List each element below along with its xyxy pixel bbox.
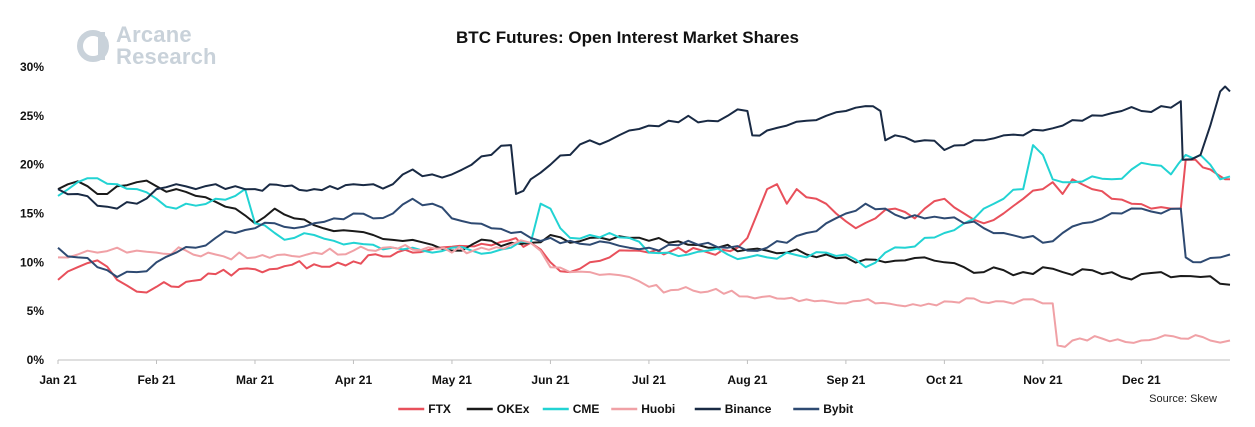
legend-label-okex: OKEx xyxy=(497,402,530,416)
y-tick-label: 20% xyxy=(20,158,44,172)
chart-legend: FTX OKEx CME Huobi Binance Bybit xyxy=(398,402,853,416)
x-tick-label: Feb 21 xyxy=(137,373,175,387)
x-tick-label: Jan 21 xyxy=(39,373,77,387)
legend-label-binance: Binance xyxy=(725,402,772,416)
y-tick-label: 15% xyxy=(20,207,44,221)
series-line-huobi xyxy=(57,239,1231,348)
arcane-research-logo: Arcane Research xyxy=(72,22,222,72)
series-line-binance xyxy=(57,85,1231,210)
y-tick-label: 0% xyxy=(27,353,45,367)
x-tick-label: Jul 21 xyxy=(632,373,666,387)
legend-label-huobi: Huobi xyxy=(641,402,675,416)
source-note: Source: Skew xyxy=(1149,393,1217,405)
chart-axes: 0% 5% 10% 15% 20% 25% 30% Jan 21 Feb 21 Mar 21 Apr… xyxy=(20,60,1230,387)
x-tick-label: Dec 21 xyxy=(1122,373,1161,387)
y-tick-label: 30% xyxy=(20,60,44,74)
series-line-bybit xyxy=(57,197,1231,278)
series-line-okex xyxy=(57,179,1231,286)
x-tick-label: Apr 21 xyxy=(335,373,373,387)
series-line-cme xyxy=(57,144,1231,269)
legend-label-cme: CME xyxy=(573,402,600,416)
x-tick-label: Aug 21 xyxy=(727,373,767,387)
logo-line-1: Arcane xyxy=(116,22,192,47)
x-tick-label: Sep 21 xyxy=(827,373,866,387)
x-tick-label: Oct 21 xyxy=(926,373,963,387)
x-tick-label: Nov 21 xyxy=(1023,373,1063,387)
logo-text: Arcane Research xyxy=(116,24,217,68)
y-tick-label: 10% xyxy=(20,255,44,269)
y-tick-label: 5% xyxy=(27,304,45,318)
arcane-logo-icon xyxy=(77,30,109,62)
chart-series xyxy=(57,85,1231,348)
x-tick-label: Jun 21 xyxy=(531,373,569,387)
x-tick-label: Mar 21 xyxy=(236,373,274,387)
legend-label-ftx: FTX xyxy=(428,402,451,416)
series-line-ftx xyxy=(57,158,1230,294)
legend-label-bybit: Bybit xyxy=(823,402,853,416)
x-tick-label: May 21 xyxy=(432,373,472,387)
logo-line-2: Research xyxy=(116,44,217,69)
y-tick-label: 25% xyxy=(20,109,44,123)
chart-title: BTC Futures: Open Interest Market Shares xyxy=(456,28,799,47)
